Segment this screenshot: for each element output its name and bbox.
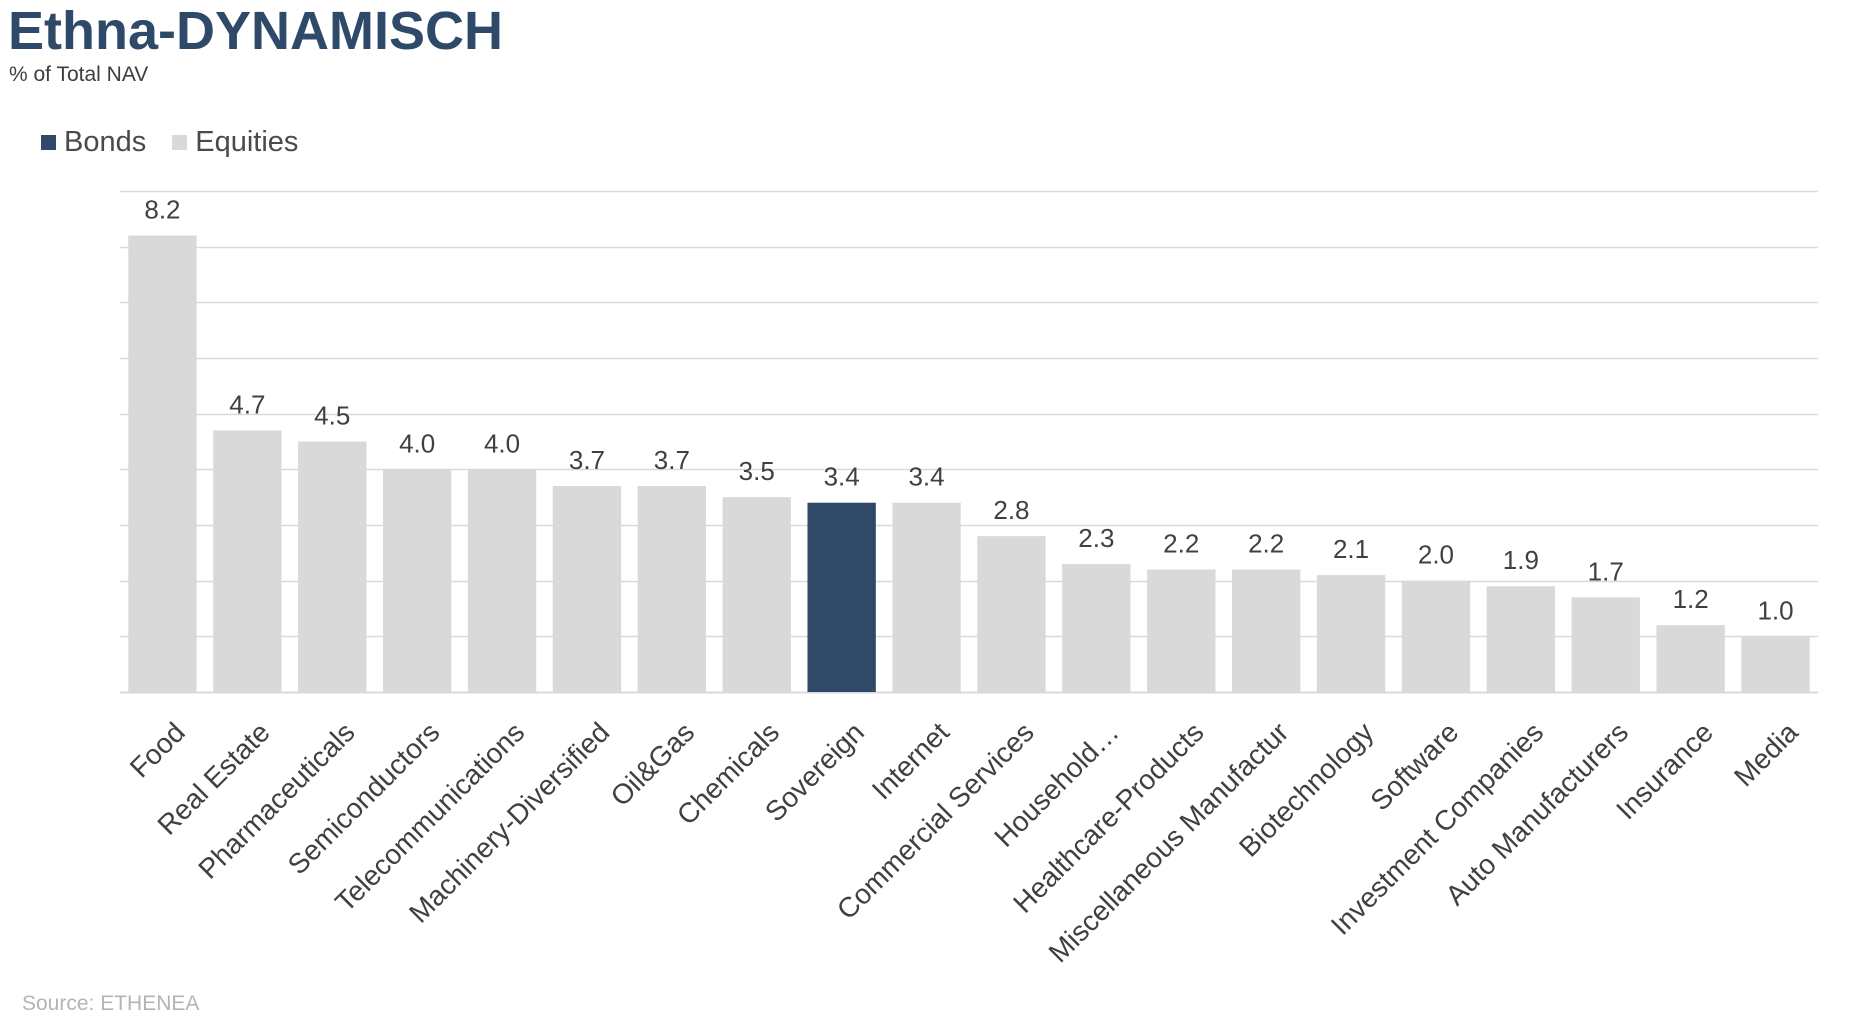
chart-title: Ethna-DYNAMISCH (8, 1, 503, 61)
bar-telecommunications[interactable] (467, 469, 537, 692)
value-label: 1.2 (1673, 584, 1709, 614)
gridlines (120, 190, 1818, 694)
value-label: 2.2 (1163, 529, 1199, 559)
value-label: 1.0 (1757, 595, 1793, 625)
x-tick-label: Food (124, 716, 191, 783)
bar-semiconductors[interactable] (382, 469, 452, 692)
bar-household[interactable] (1062, 563, 1131, 692)
bar-healthcare-products[interactable] (1147, 569, 1216, 692)
legend-item-equities[interactable]: Equities (172, 126, 298, 159)
value-label: 2.0 (1418, 540, 1454, 570)
bar-food[interactable] (128, 235, 197, 693)
bar-sovereign[interactable] (807, 502, 876, 692)
bar-machinery-diversified[interactable] (552, 486, 622, 692)
value-label: 3.4 (908, 462, 944, 492)
value-label: 2.8 (993, 495, 1029, 525)
legend-item-bonds[interactable]: Bonds (41, 126, 146, 159)
value-label: 3.7 (654, 445, 690, 475)
bar-media[interactable] (1741, 636, 1810, 692)
x-tick-label: Pharmaceuticals (192, 716, 360, 884)
bar-miscellaneous-manufactur[interactable] (1231, 569, 1301, 692)
bar-auto-manufacturers[interactable] (1571, 597, 1640, 692)
bar-insurance[interactable] (1656, 625, 1725, 692)
value-label: 4.5 (314, 401, 350, 431)
value-label: 2.1 (1333, 534, 1369, 564)
bar-pharmaceuticals[interactable] (298, 441, 367, 693)
value-label: 8.2 (144, 195, 180, 225)
value-label: 4.0 (484, 428, 520, 458)
legend-label-equities: Equities (195, 126, 299, 158)
legend-swatch-equities (172, 135, 188, 150)
value-label: 4.0 (399, 428, 435, 458)
value-label: 3.4 (824, 462, 860, 492)
value-label: 1.9 (1503, 545, 1539, 575)
legend-swatch-bonds (41, 135, 56, 150)
value-label: 1.7 (1588, 556, 1624, 586)
bar-investment-companies[interactable] (1486, 586, 1556, 692)
bar-oil-gas[interactable] (637, 486, 707, 692)
chart-subtitle: % of Total NAV (9, 63, 149, 86)
value-label: 3.7 (569, 445, 605, 475)
bar-internet[interactable] (892, 502, 961, 692)
value-label: 2.2 (1248, 529, 1284, 559)
value-labels: 8.2 4.7 4.5 4.0 4.0 3.7 3.7 3.5 3.4 3.4 2.8 2.3 2.2 2… (144, 195, 1793, 626)
bar-software[interactable] (1401, 580, 1471, 692)
value-label: 2.3 (1078, 523, 1114, 553)
bars (128, 235, 1810, 693)
bar-real-estate[interactable] (213, 430, 282, 692)
value-label: 3.5 (739, 456, 775, 486)
legend: Bonds Equities (41, 126, 324, 159)
bar-biotechnology[interactable] (1316, 575, 1386, 692)
bar-commercial-services[interactable] (977, 536, 1046, 692)
x-tick-label: Media (1728, 716, 1804, 792)
source-note: Source: ETHENEA (22, 992, 200, 1015)
legend-label-bonds: Bonds (64, 126, 147, 158)
bar-chemicals[interactable] (722, 497, 791, 692)
x-tick-label: Semiconductors (282, 716, 446, 880)
value-label: 4.7 (229, 389, 265, 419)
